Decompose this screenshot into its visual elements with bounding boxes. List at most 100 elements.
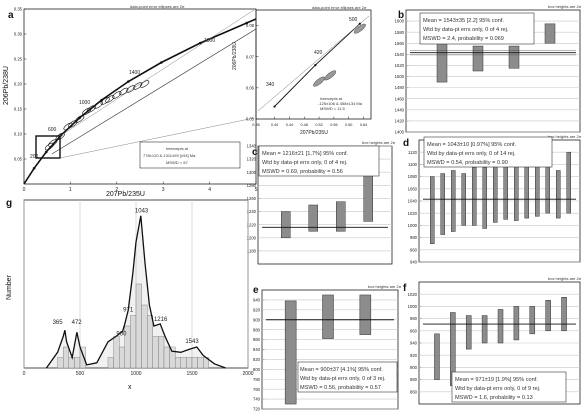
- peak-age-label: 472: [72, 320, 83, 326]
- peak-age-label: 365: [53, 320, 64, 326]
- age-box: [472, 45, 484, 72]
- panel-d-stats-box: [423, 136, 553, 168]
- peak-age-label: 1216: [154, 317, 168, 323]
- y-tick-label: 980: [410, 235, 418, 240]
- concordia-age-label: 340: [266, 82, 275, 88]
- panel-e-stats-line: Mean = 900±37 [4.1%] 95% conf.: [300, 367, 383, 373]
- y-tick-label: 1020: [408, 211, 418, 216]
- panel-e-note: box heights are 2σ: [368, 284, 402, 289]
- y-tick-label: 1400: [395, 130, 405, 135]
- panel-d-ticks: 940 960 980 1000 1020 1040 1060 1080 1100 1120: [408, 150, 422, 265]
- panel-a-ticks: 0 1 2 3 4 5 0.05 0.10 0.15 0.20 0.25 0.30 0.35: [14, 7, 258, 193]
- zoom-connector: [59, 9, 255, 137]
- concordia-age-marker: [127, 80, 130, 83]
- data-point-ellipse: [75, 115, 85, 123]
- peak-age-label: 971: [123, 307, 134, 313]
- y-tick-label: 1040: [408, 199, 418, 204]
- panel-e-ticks: 720 740 760 780 800 820 840 860 880 900 920 940: [253, 298, 265, 412]
- concordia-age-label: 500: [349, 17, 358, 23]
- y-tick-label: 860: [410, 389, 418, 394]
- concordia-age-label: 1000: [79, 100, 90, 106]
- concordia-age-label: 600: [48, 127, 57, 133]
- panel-f-ticks: 860 880 900 920 940 960 980 1000 1020: [408, 292, 422, 394]
- y-tick-label: 1560: [395, 41, 405, 46]
- concordia-age-marker: [358, 22, 361, 25]
- age-box: [465, 315, 472, 350]
- peak-age-label: 1543: [185, 339, 199, 345]
- concordia-age-marker: [44, 150, 48, 154]
- y-tick-label: 940: [253, 298, 261, 303]
- panel-a-zoom-box: [35, 135, 61, 159]
- age-box: [513, 306, 520, 341]
- panel-inset-intercepts-line: Intercepts at: [320, 96, 343, 101]
- age-box: [545, 300, 551, 332]
- panel-c-note: box heights are 2σ: [362, 140, 396, 145]
- age-box: [497, 309, 504, 344]
- y-tick-label: 1080: [408, 174, 418, 179]
- data-point-ellipse: [93, 101, 103, 109]
- panel-c-stats-box: [258, 145, 380, 177]
- age-box: [493, 164, 498, 223]
- y-tick-label: 1100: [408, 162, 418, 167]
- panel-a: a data-point error ellipses are 2σ 206Pb…: [3, 4, 258, 198]
- panel-c-letter: c: [252, 147, 258, 158]
- y-tick-label: 0.05: [246, 117, 255, 122]
- x-tick-label: 0.48: [301, 123, 308, 127]
- panel-g: g Number x 0 500 1000 1500 2000 365 472 900 971…: [6, 198, 254, 391]
- x-tick-label: 1: [69, 187, 72, 193]
- panel-g-letter: g: [6, 198, 12, 209]
- data-point-ellipse: [68, 120, 78, 128]
- y-tick-label: 880: [253, 327, 261, 332]
- panel-inset-xlabel: 207Pb/235U: [300, 130, 328, 136]
- y-tick-label: 1600: [395, 19, 405, 24]
- age-box: [308, 204, 318, 232]
- concordia-age-label: 200: [30, 154, 39, 160]
- age-box: [322, 294, 334, 339]
- x-tick-label: 4: [208, 187, 211, 193]
- y-tick-label: 820: [253, 357, 261, 362]
- age-box: [566, 151, 571, 214]
- x-tick-label: 0.60: [345, 123, 352, 127]
- x-tick-label: 1500: [186, 371, 197, 377]
- y-tick-label: 1520: [395, 63, 405, 68]
- concordia-age-label: 1800: [204, 38, 215, 44]
- concordia-age-marker: [273, 105, 276, 108]
- panel-b-stats-line: Mean = 1543±35 [2.2] 95% conf.: [423, 18, 504, 24]
- y-tick-label: 0.06: [246, 85, 255, 90]
- x-tick-label: 500: [76, 371, 85, 377]
- panel-f-plot: [419, 293, 580, 393]
- x-tick-label: 5: [255, 187, 258, 193]
- data-point-ellipse: [313, 76, 326, 87]
- panel-d-stats-line: Mean = 1043±10 [0.97%] 95% conf.: [427, 142, 517, 148]
- panel-e: e box heights are 2σ 720 740 760 780 800 820 8…: [253, 284, 402, 412]
- x-tick-label: 2000: [242, 371, 253, 377]
- data-point-ellipse: [55, 132, 65, 141]
- discordia-line: [51, 28, 257, 155]
- y-tick-label: 1580: [395, 30, 405, 35]
- x-tick-label: 0.35: [252, 123, 259, 127]
- x-tick-label: 2: [115, 187, 118, 193]
- age-box: [481, 315, 488, 344]
- concordia-curve: [274, 23, 361, 107]
- concordia-age-marker: [160, 61, 163, 64]
- y-tick-label: 0.05: [14, 157, 23, 162]
- y-tick-label: 1220: [247, 222, 257, 227]
- y-tick-label: 1180: [247, 248, 257, 253]
- data-point-ellipse: [82, 107, 92, 116]
- panel-b: b box heights are 2σ 1400 1420 1440 1460 148…: [395, 4, 582, 135]
- age-box: [503, 161, 508, 220]
- panel-g-ylabel: Number: [6, 274, 13, 300]
- panel-g-plot: 365 472 900 971 1043 1216 1543: [23, 200, 249, 369]
- concordia-age-marker: [199, 41, 202, 45]
- y-tick-label: 900: [410, 365, 418, 370]
- y-tick-label: 940: [410, 260, 418, 265]
- y-tick-label: 900: [253, 317, 261, 322]
- y-tick-label: 1060: [408, 186, 418, 191]
- panel-d-stats-line: Wtd by data-pt errs only, 0 of 14 rej.: [427, 151, 516, 157]
- data-point-ellipse: [353, 23, 366, 34]
- y-tick-label: 800: [253, 367, 261, 372]
- y-tick-label: 1500: [395, 74, 405, 79]
- data-point-ellipse: [105, 95, 115, 103]
- panel-inset-ylabel: 206Pb/238U: [232, 42, 238, 70]
